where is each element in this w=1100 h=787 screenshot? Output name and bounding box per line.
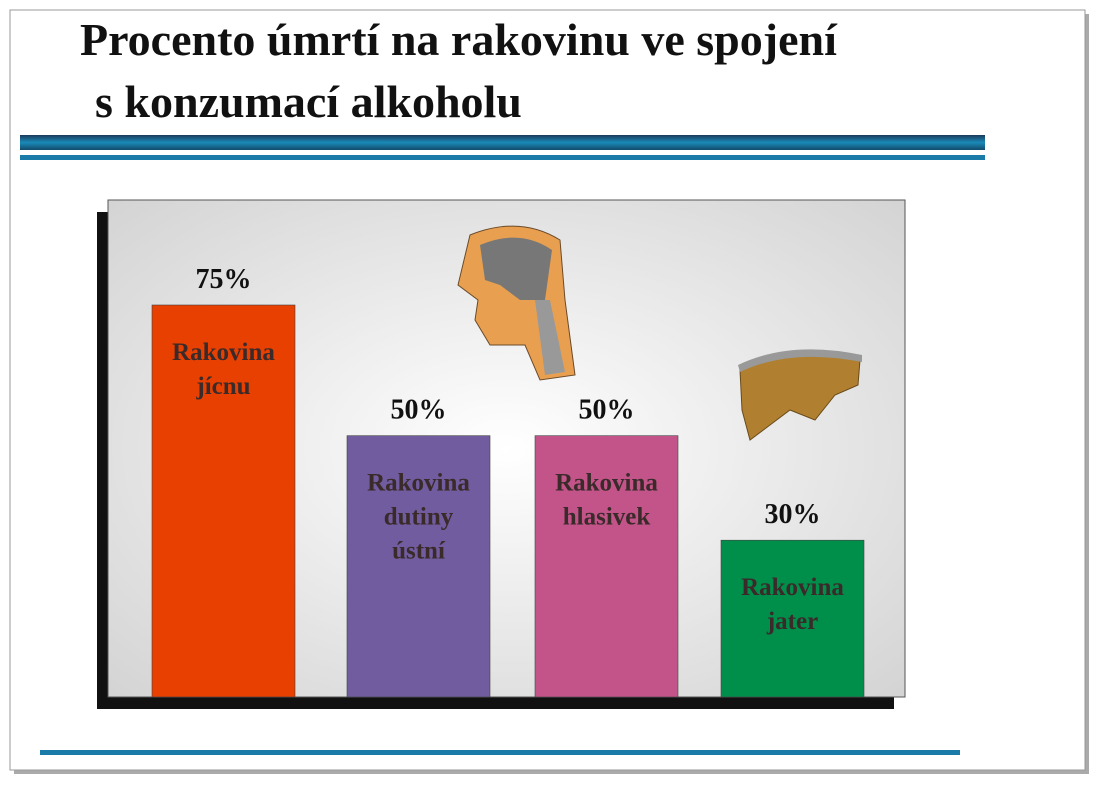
title-line: s konzumací alkoholu — [95, 76, 522, 127]
bar-label: jater — [766, 608, 818, 635]
value-label: 30% — [765, 499, 821, 530]
bar-label: Rakovina — [367, 470, 470, 497]
bar-label: Rakovina — [741, 574, 844, 601]
head-illustration — [457, 225, 576, 381]
value-label: 75% — [196, 264, 252, 295]
bar — [534, 435, 679, 698]
value-label: 50% — [579, 395, 635, 426]
bar-label: jícnu — [195, 373, 250, 400]
bar-label: Rakovina — [555, 470, 658, 497]
bar — [151, 304, 296, 698]
title-line: Procento úmrtí na rakovinu ve spojení — [80, 14, 838, 65]
liver-illustration — [738, 349, 862, 441]
header-band — [20, 155, 985, 160]
bar-label: ústní — [392, 538, 446, 565]
header-band — [20, 135, 985, 150]
value-label: 50% — [391, 395, 447, 426]
bar-label: hlasivek — [563, 504, 651, 531]
bar-label: dutiny — [384, 504, 454, 531]
bar-label: Rakovina — [172, 339, 275, 366]
footer-band — [40, 750, 960, 755]
bar — [346, 435, 491, 698]
bar — [720, 539, 865, 698]
